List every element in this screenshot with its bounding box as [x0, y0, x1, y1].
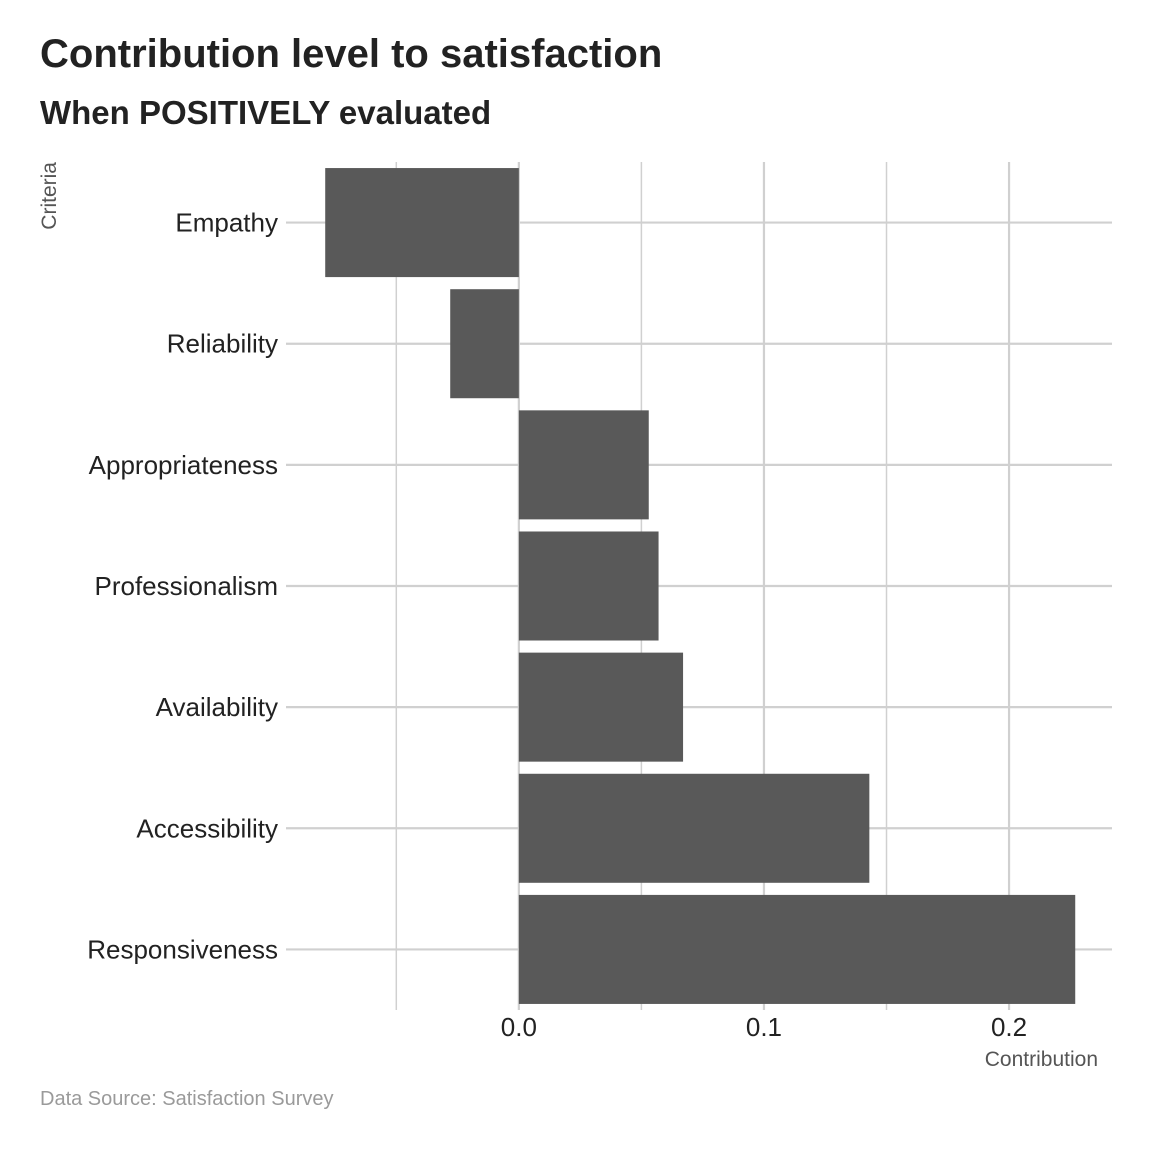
- y-tick-label-2: Appropriateness: [89, 450, 278, 480]
- y-tick-label-0: Empathy: [175, 208, 278, 238]
- chart-caption: Data Source: Satisfaction Survey: [40, 1088, 334, 1110]
- y-tick-label-3: Professionalism: [94, 571, 278, 601]
- tick-labels: 0.0 0.1 0.2 Empathy Reliability Appropriatene…: [87, 208, 1027, 1042]
- bar-availability: [518, 652, 684, 762]
- bar-appropriateness: [518, 410, 649, 520]
- x-tick-label-0: 0.0: [501, 1012, 537, 1042]
- y-tick-label-5: Accessibility: [136, 813, 278, 843]
- bar-professionalism: [518, 531, 659, 641]
- bar-reliability: [450, 289, 519, 399]
- y-tick-label-4: Availability: [156, 692, 278, 722]
- x-tick-label-1: 0.1: [746, 1012, 782, 1042]
- bar-responsiveness: [518, 894, 1076, 1004]
- chart-title: Contribution level to satisfaction: [40, 32, 663, 76]
- bar-accessibility: [518, 773, 870, 883]
- x-axis-title: Contribution: [985, 1048, 1098, 1071]
- chart-subtitle: When POSITIVELY evaluated: [40, 94, 492, 131]
- y-axis-title: Criteria: [38, 162, 61, 230]
- y-tick-label-1: Reliability: [167, 329, 278, 359]
- y-tick-label-6: Responsiveness: [87, 934, 278, 964]
- bars: [325, 168, 1076, 1004]
- bar-empathy: [325, 168, 519, 278]
- x-tick-label-2: 0.2: [991, 1012, 1027, 1042]
